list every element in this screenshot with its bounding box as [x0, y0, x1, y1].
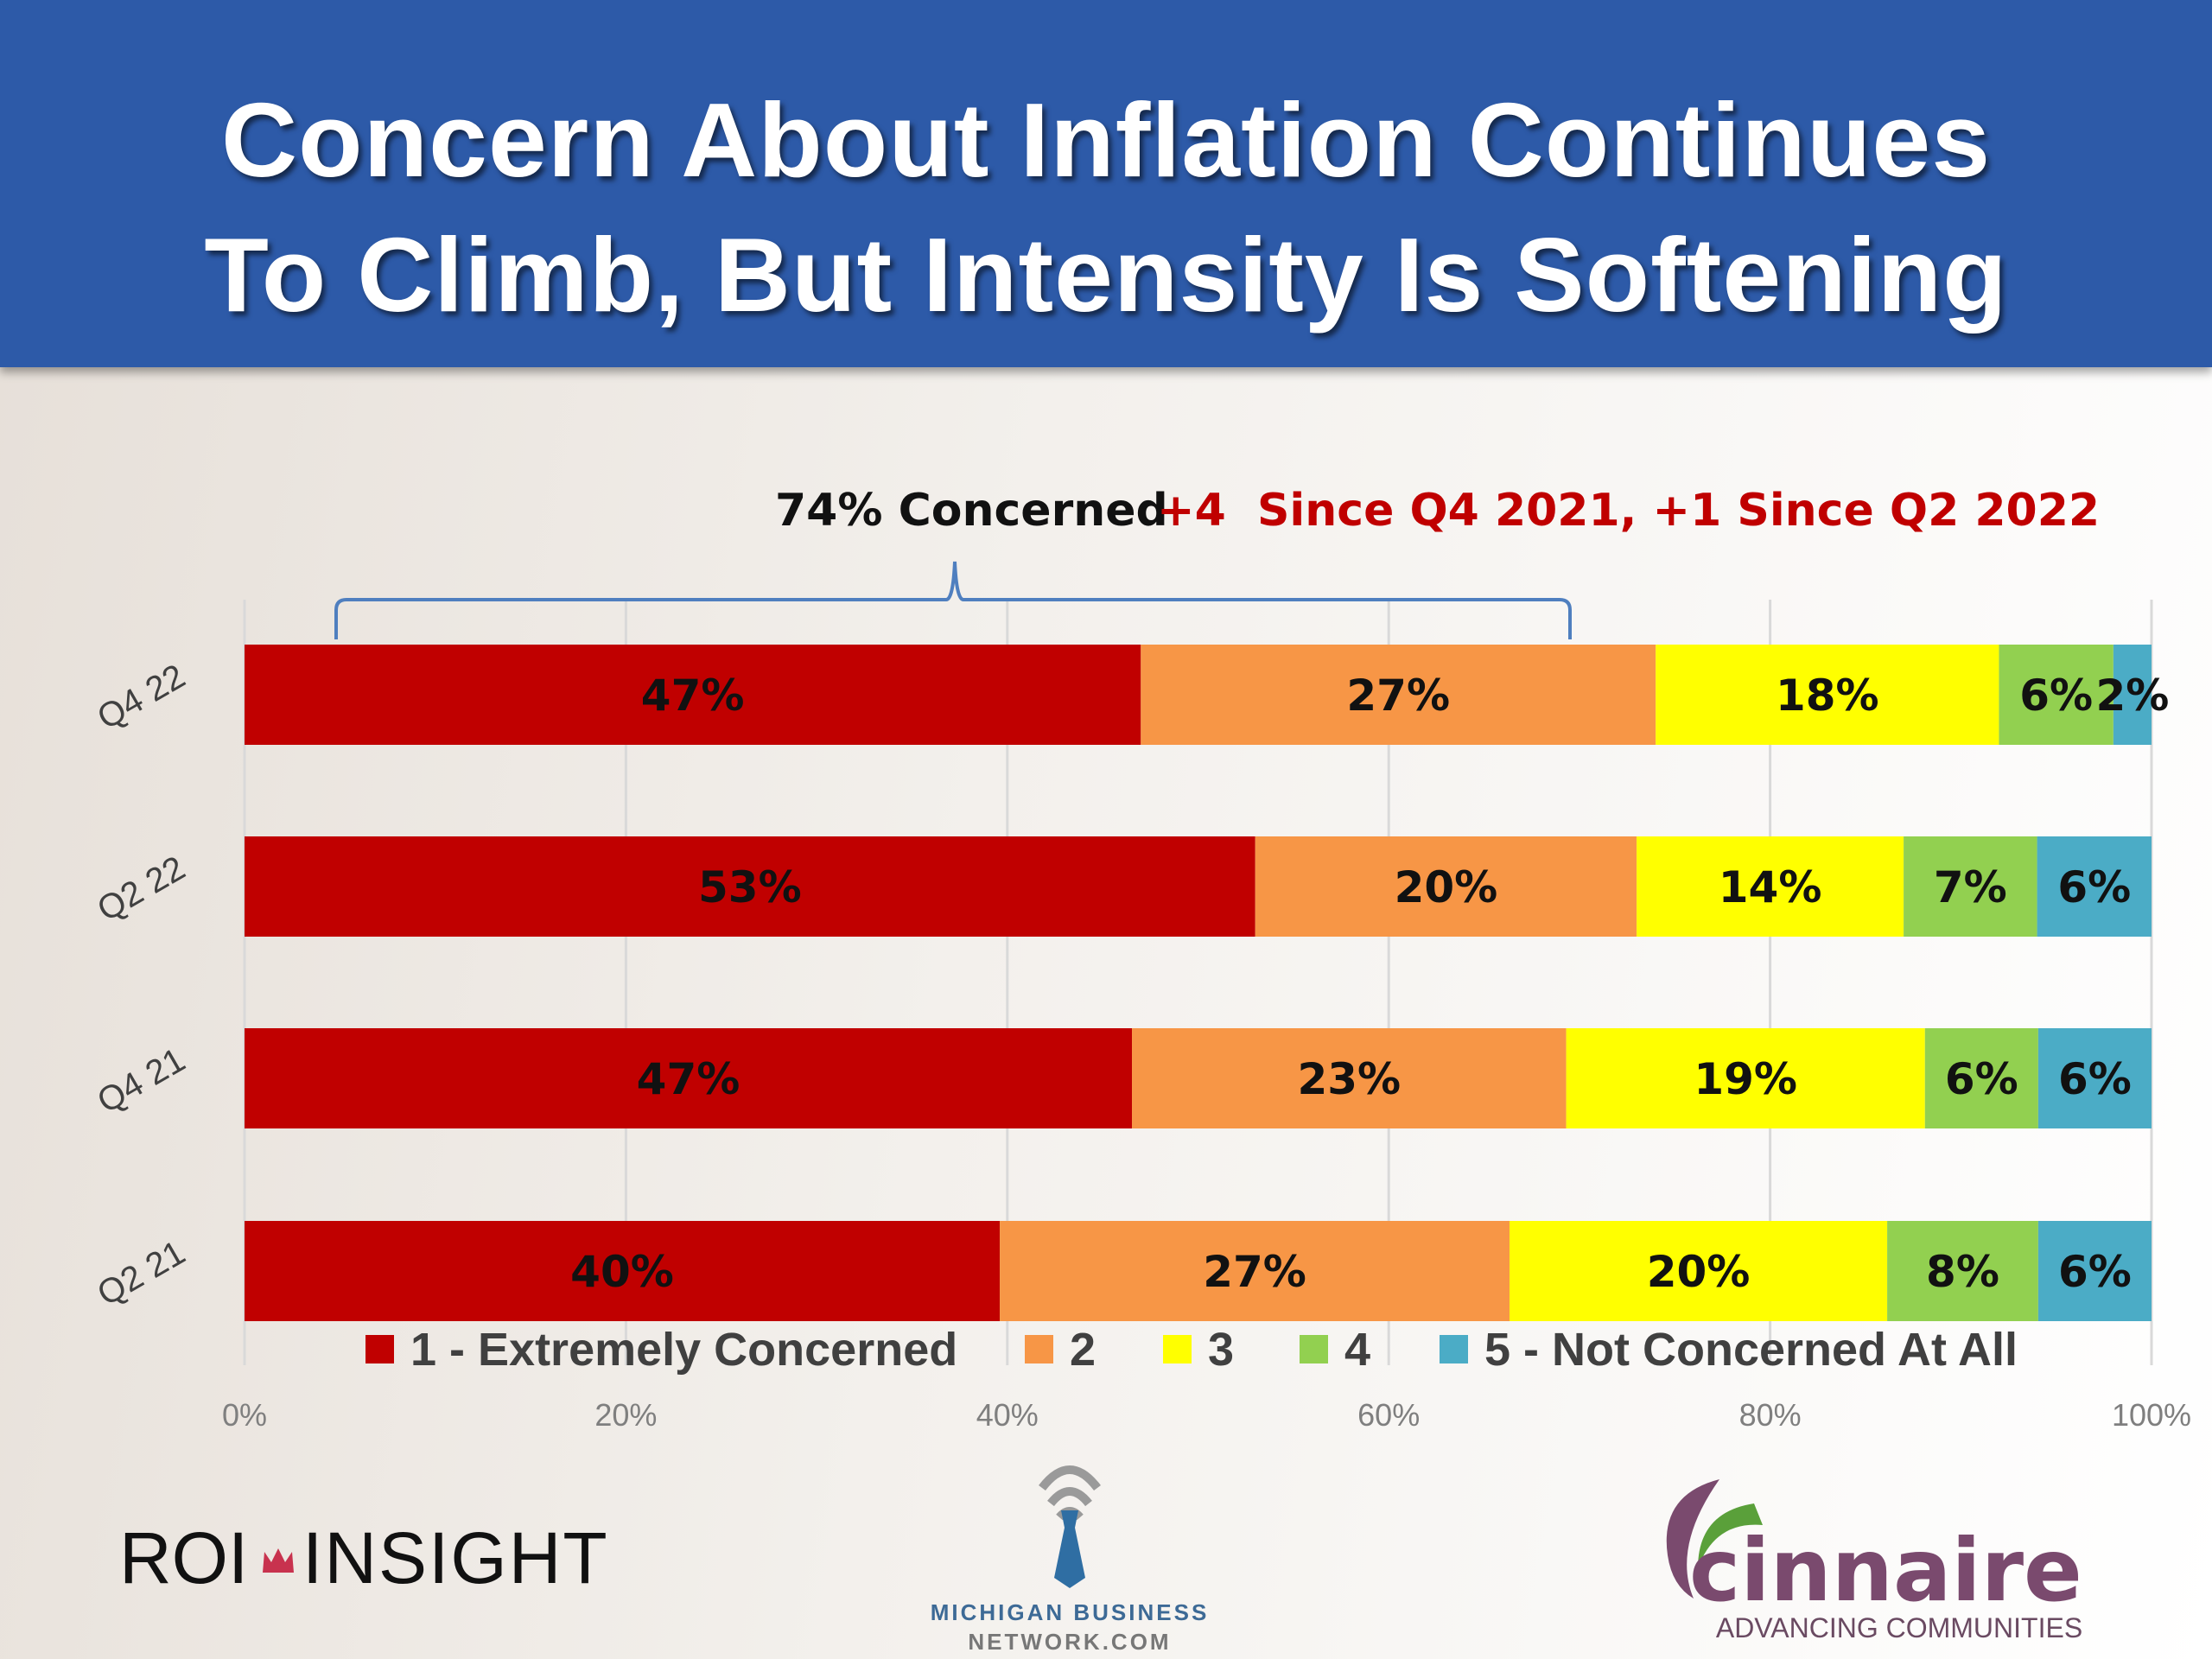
- cinnaire-leaf-icon: [1698, 1503, 1763, 1568]
- bar-segment: [245, 1221, 1001, 1321]
- data-label: 2%: [2095, 671, 2169, 721]
- data-label: 7%: [1934, 862, 2007, 912]
- bar-segment: [245, 836, 1255, 937]
- data-label: 23%: [1297, 1054, 1401, 1104]
- michigan-business-network-logo: MICHIGAN BUSINESS NETWORK.COM: [931, 1465, 1210, 1655]
- data-label: 53%: [698, 862, 802, 912]
- cinnaire-name: cinnaire: [1689, 1520, 2082, 1621]
- bar-segment: [1141, 645, 1656, 745]
- data-label: 6%: [2019, 671, 2093, 721]
- data-label: 6%: [2057, 862, 2131, 912]
- insight-logo-text: INSIGHT: [302, 1517, 609, 1599]
- title-line-1: Concern About Inflation Continues: [220, 81, 1992, 199]
- data-label: 6%: [2058, 1247, 2132, 1297]
- x-tick-label: 60%: [1357, 1397, 1420, 1433]
- signal-icon: [1039, 1465, 1101, 1521]
- bar-segment: [245, 645, 1141, 745]
- legend-label: 1 - Extremely Concerned: [410, 1324, 957, 1376]
- data-label: 20%: [1647, 1247, 1751, 1297]
- concerned-bracket: [334, 561, 1572, 639]
- legend-swatch: [1300, 1335, 1328, 1363]
- legend-swatch: [1025, 1335, 1053, 1363]
- bar-segment: [1510, 1221, 1888, 1321]
- bar-segment: [2037, 836, 2152, 937]
- bar-segment: [1132, 1028, 1567, 1128]
- bar-segment: [1904, 836, 2037, 937]
- legend-swatch: [1163, 1335, 1192, 1363]
- cinnaire-swoosh-icon: [1666, 1479, 1719, 1599]
- data-label: 40%: [570, 1247, 674, 1297]
- data-label: 6%: [2058, 1054, 2132, 1104]
- x-tick-label: 100%: [2112, 1397, 2191, 1433]
- data-label: 14%: [1719, 862, 1822, 912]
- cinnaire-tagline: ADVANCING COMMUNITIES: [1716, 1612, 2082, 1643]
- title-line-2: To Climb, But Intensity Is Softening: [204, 216, 2008, 334]
- bar-segment: [245, 1028, 1133, 1128]
- data-label: 18%: [1776, 671, 1879, 721]
- x-tick-label: 0%: [222, 1397, 267, 1433]
- bar-segment: [1887, 1221, 2038, 1321]
- mbn-line1: MICHIGAN BUSINESS: [931, 1599, 1210, 1625]
- annotation-change: +4 Since Q4 2021, +1 Since Q2 2022: [1157, 485, 2100, 537]
- legend-swatch: [365, 1335, 394, 1363]
- roi-logo-text: ROI: [119, 1517, 248, 1599]
- bar-segment: [1000, 1221, 1510, 1321]
- category-label: Q2 22: [91, 849, 191, 929]
- bar-segment: [2037, 1221, 2152, 1321]
- mbn-line2: NETWORK.COM: [968, 1629, 1171, 1655]
- bar-segment: [1637, 836, 1904, 937]
- category-label: Q4 22: [91, 657, 191, 737]
- annotation-concerned: 74% Concerned: [775, 485, 1168, 537]
- data-label: 47%: [637, 1054, 741, 1104]
- legend-label: 2: [1070, 1324, 1096, 1376]
- category-label: Q4 21: [91, 1040, 191, 1121]
- data-label: 19%: [1694, 1054, 1797, 1104]
- cinnaire-logo: cinnaire ADVANCING COMMUNITIES: [1666, 1479, 2082, 1643]
- bar-segment: [1924, 1028, 2038, 1128]
- bar-segment: [1566, 1028, 1925, 1128]
- category-label: Q2 21: [91, 1233, 191, 1313]
- data-label: 27%: [1346, 671, 1450, 721]
- bar-segment: [2113, 645, 2152, 745]
- x-tick-label: 40%: [976, 1397, 1039, 1433]
- data-label: 47%: [641, 671, 745, 721]
- legend-label: 5 - Not Concerned At All: [1484, 1324, 2018, 1376]
- roi-insight-logo: ROI INSIGHT: [119, 1517, 609, 1599]
- bar-segment: [1656, 645, 1999, 745]
- data-label: 27%: [1203, 1247, 1306, 1297]
- legend-swatch: [1440, 1335, 1468, 1363]
- data-label: 20%: [1395, 862, 1498, 912]
- bar-segment: [1999, 645, 2113, 745]
- bar-segment: [2037, 1028, 2152, 1128]
- legend-label: 3: [1208, 1324, 1234, 1376]
- title-banner: Concern About Inflation Continues To Cli…: [0, 0, 2212, 367]
- data-label: 6%: [1945, 1054, 2018, 1104]
- bar-segment: [1255, 836, 1637, 937]
- legend-label: 4: [1344, 1324, 1370, 1376]
- x-tick-label: 20%: [594, 1397, 657, 1433]
- tie-icon: [1054, 1510, 1085, 1588]
- data-label: 8%: [1926, 1247, 1999, 1297]
- x-tick-label: 80%: [1739, 1397, 1802, 1433]
- crown-icon: [263, 1548, 294, 1573]
